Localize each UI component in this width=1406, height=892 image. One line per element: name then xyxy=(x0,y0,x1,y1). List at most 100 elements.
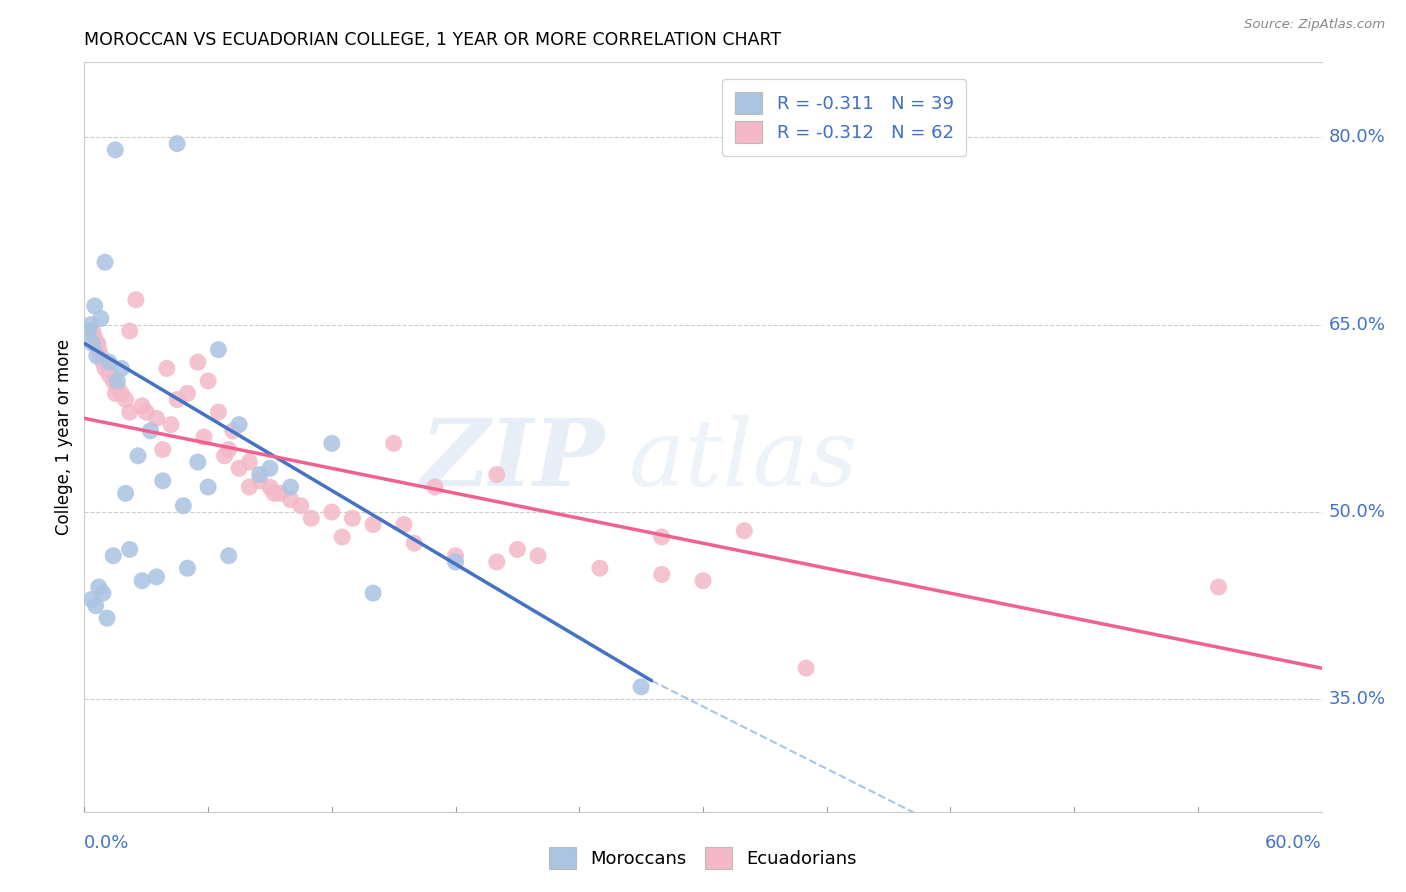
Point xyxy=(794,661,817,675)
Point xyxy=(361,517,384,532)
Point xyxy=(105,380,128,394)
Point xyxy=(160,417,183,432)
Point xyxy=(152,474,174,488)
Point xyxy=(214,449,236,463)
Point xyxy=(259,480,281,494)
Point xyxy=(90,349,112,363)
Point xyxy=(104,143,127,157)
Point xyxy=(110,386,132,401)
Point xyxy=(139,424,162,438)
Point xyxy=(79,318,101,332)
Point xyxy=(94,361,117,376)
Point xyxy=(444,549,467,563)
Text: ZIP: ZIP xyxy=(420,415,605,505)
Point xyxy=(86,336,108,351)
Point xyxy=(651,567,673,582)
Point xyxy=(91,586,114,600)
Point xyxy=(156,361,179,376)
Point xyxy=(187,455,209,469)
Point xyxy=(321,505,343,519)
Text: 80.0%: 80.0% xyxy=(1329,128,1385,146)
Point xyxy=(84,599,107,613)
Point xyxy=(228,461,250,475)
Point xyxy=(125,293,148,307)
Point xyxy=(114,392,136,407)
Point xyxy=(176,386,198,401)
Point xyxy=(114,486,136,500)
Point xyxy=(83,299,105,313)
Point xyxy=(651,530,673,544)
Point xyxy=(83,330,105,344)
Text: 0.0%: 0.0% xyxy=(84,834,129,852)
Y-axis label: College, 1 year or more: College, 1 year or more xyxy=(55,339,73,535)
Point xyxy=(166,392,188,407)
Point xyxy=(86,349,108,363)
Point xyxy=(118,542,141,557)
Point xyxy=(485,555,508,569)
Point xyxy=(630,680,652,694)
Point xyxy=(90,311,112,326)
Point xyxy=(444,555,467,569)
Point xyxy=(135,405,157,419)
Point xyxy=(485,467,508,482)
Point xyxy=(145,411,167,425)
Point xyxy=(105,374,128,388)
Point xyxy=(269,486,291,500)
Point xyxy=(342,511,364,525)
Point xyxy=(238,455,260,469)
Point xyxy=(172,499,194,513)
Text: 60.0%: 60.0% xyxy=(1265,834,1322,852)
Point xyxy=(249,474,271,488)
Point xyxy=(96,611,118,625)
Point xyxy=(197,374,219,388)
Point xyxy=(187,355,209,369)
Point xyxy=(321,436,343,450)
Point xyxy=(131,574,153,588)
Point xyxy=(423,480,446,494)
Text: Source: ZipAtlas.com: Source: ZipAtlas.com xyxy=(1244,18,1385,31)
Point xyxy=(131,399,153,413)
Point xyxy=(87,580,110,594)
Point xyxy=(392,517,415,532)
Point xyxy=(404,536,426,550)
Point xyxy=(330,530,353,544)
Legend: Moroccans, Ecuadorians: Moroccans, Ecuadorians xyxy=(540,838,866,879)
Point xyxy=(94,255,117,269)
Point xyxy=(166,136,188,151)
Point xyxy=(145,570,167,584)
Point xyxy=(382,436,405,450)
Point xyxy=(259,461,281,475)
Point xyxy=(77,324,100,338)
Point xyxy=(127,449,149,463)
Point xyxy=(299,511,322,525)
Point xyxy=(218,549,240,563)
Point xyxy=(118,405,141,419)
Point xyxy=(152,442,174,457)
Point xyxy=(263,486,285,500)
Point xyxy=(692,574,714,588)
Point xyxy=(87,343,110,357)
Point xyxy=(249,467,271,482)
Point xyxy=(80,592,103,607)
Point xyxy=(280,480,302,494)
Point xyxy=(527,549,550,563)
Point xyxy=(1208,580,1230,594)
Point xyxy=(207,405,229,419)
Text: 50.0%: 50.0% xyxy=(1329,503,1385,521)
Point xyxy=(228,417,250,432)
Point xyxy=(238,480,260,494)
Point xyxy=(197,480,219,494)
Point xyxy=(222,424,245,438)
Point xyxy=(361,586,384,600)
Legend: R = -0.311   N = 39, R = -0.312   N = 62: R = -0.311 N = 39, R = -0.312 N = 62 xyxy=(723,79,966,155)
Point xyxy=(290,499,312,513)
Point xyxy=(82,324,104,338)
Point xyxy=(91,355,114,369)
Point xyxy=(218,442,240,457)
Text: 35.0%: 35.0% xyxy=(1329,690,1386,708)
Point xyxy=(87,336,110,351)
Point xyxy=(176,561,198,575)
Point xyxy=(280,492,302,507)
Point xyxy=(104,386,127,401)
Text: atlas: atlas xyxy=(628,415,858,505)
